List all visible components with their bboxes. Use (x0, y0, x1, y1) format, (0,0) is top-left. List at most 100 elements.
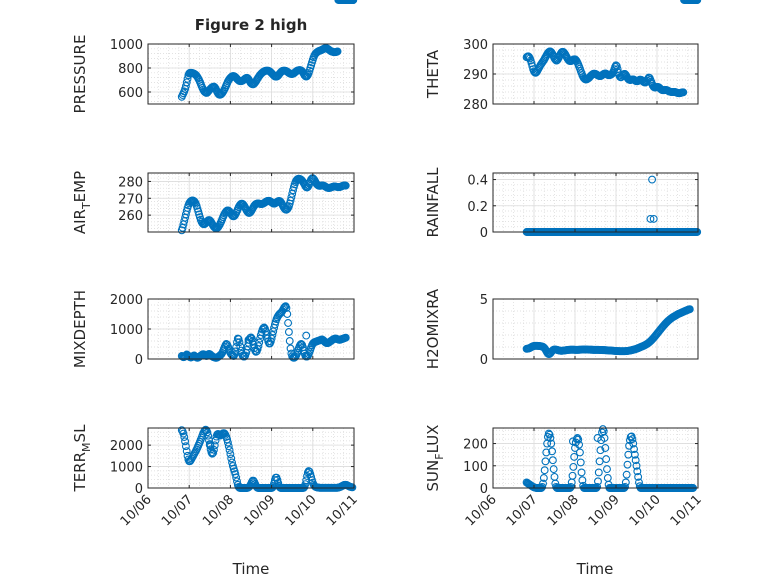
data-point (280, 304, 288, 312)
data-series (522, 0, 702, 359)
x-tick-label: 10/09 (241, 492, 278, 529)
data-point (547, 439, 556, 448)
data-point (223, 438, 232, 447)
data-point (622, 470, 631, 479)
data-point (268, 331, 277, 339)
subplot-5: 0 1000 2000 MIXDEPTH (71, 0, 358, 368)
data-point (566, 482, 575, 491)
data-point (182, 447, 191, 456)
x-tick-label: 10/09 (586, 492, 623, 529)
y-axis-label: H2OMIXRA (424, 288, 442, 369)
data-point (634, 472, 643, 481)
data-point (232, 473, 241, 482)
data-point (594, 468, 603, 477)
y-tick-label: 280 (118, 175, 143, 190)
data-point (236, 342, 245, 351)
data-point (341, 181, 350, 190)
data-point (540, 466, 549, 475)
data-series (177, 0, 358, 101)
subplot-2: 280 290 300 THETA (424, 0, 702, 113)
data-point (206, 442, 215, 451)
y-tick-label: 260 (118, 209, 143, 224)
data-point (601, 444, 610, 452)
data-point (255, 338, 264, 347)
data-point (208, 449, 217, 458)
data-point (235, 338, 244, 347)
data-point (646, 214, 655, 223)
x-tick-label: 10/06 (118, 492, 155, 529)
data-point (210, 441, 219, 450)
y-axis-label: SUNFLUX (424, 425, 446, 492)
data-point (270, 320, 279, 329)
data-point (621, 478, 630, 487)
data-point (568, 471, 577, 480)
data-point (284, 319, 293, 327)
data-point (538, 482, 547, 491)
data-point (286, 344, 295, 353)
y-tick-label: 1000 (110, 38, 143, 53)
data-point (181, 437, 190, 446)
y-tick-label: 800 (118, 62, 143, 77)
data-point (290, 353, 299, 362)
y-tick-label: 0.2 (467, 200, 488, 215)
data-point (576, 458, 585, 467)
data-point (602, 455, 611, 464)
y-tick-label: 1000 (110, 461, 143, 476)
data-point (231, 347, 240, 356)
x-tick-label: 10/06 (463, 492, 500, 529)
y-tick-label: 2000 (110, 439, 143, 454)
x-tick-label: 10/08 (545, 492, 582, 529)
y-axis-label: TERRMSL (71, 424, 93, 493)
x-tick-label: 10/08 (200, 492, 237, 529)
data-point (549, 465, 558, 474)
y-tick-label: 1000 (110, 323, 143, 338)
data-point (230, 350, 239, 359)
y-tick-label: 0 (480, 353, 488, 368)
data-point (539, 474, 548, 482)
data-point (203, 428, 212, 437)
y-axis-label: AIRTEMP (71, 171, 93, 234)
data-point (247, 333, 255, 342)
data-point (225, 446, 234, 455)
data-point (630, 445, 638, 454)
y-tick-label: 270 (118, 192, 143, 207)
axes-box (492, 298, 699, 360)
subplot-6: 0 5 H2OMIXRA (424, 0, 702, 369)
axes-box (147, 43, 355, 105)
data-point (333, 47, 342, 56)
data-point (231, 470, 240, 479)
data-point (287, 193, 296, 202)
subplot-1: 600 800 1000 PRESSURE (71, 0, 358, 113)
data-point (569, 462, 578, 471)
data-point (593, 482, 602, 491)
data-point (628, 435, 637, 444)
y-tick-label: 100 (463, 460, 488, 475)
data-point (204, 431, 213, 440)
data-point (341, 333, 350, 342)
data-point (553, 56, 561, 65)
subplot-4: 0 0.2 0.4 RAINFALL (424, 167, 702, 241)
data-point (544, 429, 553, 438)
data-point (224, 442, 233, 451)
y-tick-label: 600 (118, 86, 143, 101)
data-point (574, 435, 583, 444)
data-point (596, 446, 605, 455)
y-tick-label: 2000 (110, 293, 143, 308)
data-series (177, 0, 358, 362)
x-axis-label-left: Time (232, 560, 270, 578)
data-point (180, 433, 189, 441)
data-point (603, 465, 611, 474)
y-tick-label: 0 (135, 353, 143, 368)
data-point (545, 430, 554, 439)
data-point (283, 310, 292, 318)
data-point (631, 456, 640, 465)
data-point (548, 447, 556, 456)
data-point (285, 337, 294, 345)
data-point (541, 457, 550, 466)
y-tick-label: 200 (463, 438, 488, 453)
y-tick-label: 290 (463, 68, 488, 83)
data-point (577, 468, 586, 477)
data-point (227, 454, 236, 463)
data-point (284, 328, 293, 336)
